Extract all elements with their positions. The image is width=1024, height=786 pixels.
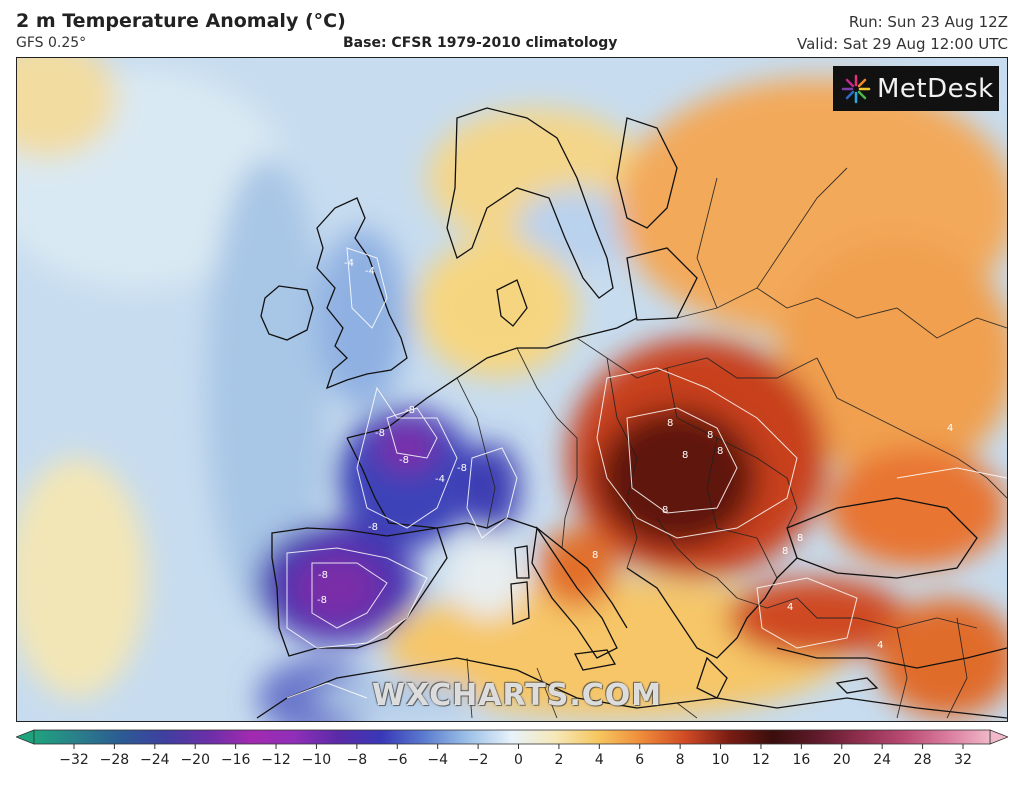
colorbar-tick-label: −32 [59, 752, 89, 768]
colorbar-tick-label: 24 [873, 752, 891, 768]
colorbar-tick-label: −28 [100, 752, 130, 768]
contour-label: 8 [667, 418, 673, 429]
colorbar-tick-label: −12 [261, 752, 291, 768]
colorbar-tick-label: −4 [427, 752, 448, 768]
contour-label: 8 [797, 533, 803, 544]
contour-label: -8 [318, 570, 328, 581]
metdesk-logo: MetDesk [833, 66, 999, 111]
starburst-icon [841, 74, 871, 103]
logo-text: MetDesk [877, 73, 994, 104]
contour-label: -8 [375, 428, 385, 439]
colorbar-right-arrow [989, 729, 1008, 745]
contour-label: 8 [682, 450, 688, 461]
colorbar-tick-label: 12 [752, 752, 770, 768]
contour-label: -8 [317, 595, 327, 606]
chart-title: 2 m Temperature Anomaly (°C) [16, 10, 346, 32]
colorbar-tick-label: 10 [712, 752, 730, 768]
colorbar-gradient [33, 729, 991, 745]
base-label: Base: CFSR 1979-2010 climatology [343, 35, 618, 51]
watermark: WXCHARTS.COM [372, 678, 663, 713]
colorbar-tick-label: 6 [635, 752, 644, 768]
valid-label: Valid: Sat 29 Aug 12:00 UTC [797, 35, 1008, 53]
contour-label: -4 [344, 258, 354, 269]
colorbar-tick-label: 20 [833, 752, 851, 768]
colorbar-tick-label: 16 [792, 752, 810, 768]
colorbar-tick-label: −10 [302, 752, 332, 768]
colorbar-tick-label: 32 [954, 752, 972, 768]
contour-labels: -4 -4 -8 -8 -8 -8 -8 -8 -4 8 8 8 8 8 8 4… [317, 258, 953, 651]
contour-label: 8 [707, 430, 713, 441]
contour-label: 8 [782, 546, 788, 557]
map-panel: -4 -4 -8 -8 -8 -8 -8 -8 -4 8 8 8 8 8 8 4… [16, 57, 1008, 722]
contour-label: 4 [947, 423, 953, 434]
colorbar-tick-label: 4 [595, 752, 604, 768]
colorbar-tick-label: −2 [468, 752, 489, 768]
contour-label: -4 [435, 474, 445, 485]
colorbar-tick-label: 28 [914, 752, 932, 768]
coastline-layer [256, 107, 1007, 719]
contour-label: 8 [717, 446, 723, 457]
contour-label: 4 [877, 640, 883, 651]
colorbar: −32 −28 −24 −20 −16 −12 −10 −8 −6 −4 −2 0 2 4 6 8 10 12 16… [16, 729, 1008, 768]
colorbar-tick-label: −16 [221, 752, 251, 768]
run-label: Run: Sun 23 Aug 12Z [848, 13, 1008, 31]
model-label: GFS 0.25° [16, 35, 87, 51]
colorbar-tick-label: −20 [180, 752, 210, 768]
contour-label: -4 [365, 266, 375, 277]
anomaly-map: -4 -4 -8 -8 -8 -8 -8 -8 -4 8 8 8 8 8 8 4… [17, 58, 1007, 721]
border-layer [456, 167, 1007, 719]
contour-label: 8 [592, 550, 598, 561]
colorbar-tick-label: −6 [387, 752, 408, 768]
colorbar-tick-label: 2 [554, 752, 563, 768]
colorbar-tick-label: −24 [140, 752, 170, 768]
contour-layer [286, 247, 1007, 699]
colorbar-tick-label: −8 [347, 752, 368, 768]
colorbar-left-arrow [16, 729, 35, 745]
anomaly-field [17, 58, 1007, 721]
contour-label: -8 [368, 522, 378, 533]
contour-label: 4 [787, 602, 793, 613]
colorbar-tick-label: 0 [514, 752, 523, 768]
contour-label: -8 [457, 463, 467, 474]
contour-label: 8 [662, 505, 668, 516]
contour-label: -8 [399, 455, 409, 466]
contour-label: -8 [405, 405, 415, 416]
colorbar-tick-label: 8 [676, 752, 685, 768]
